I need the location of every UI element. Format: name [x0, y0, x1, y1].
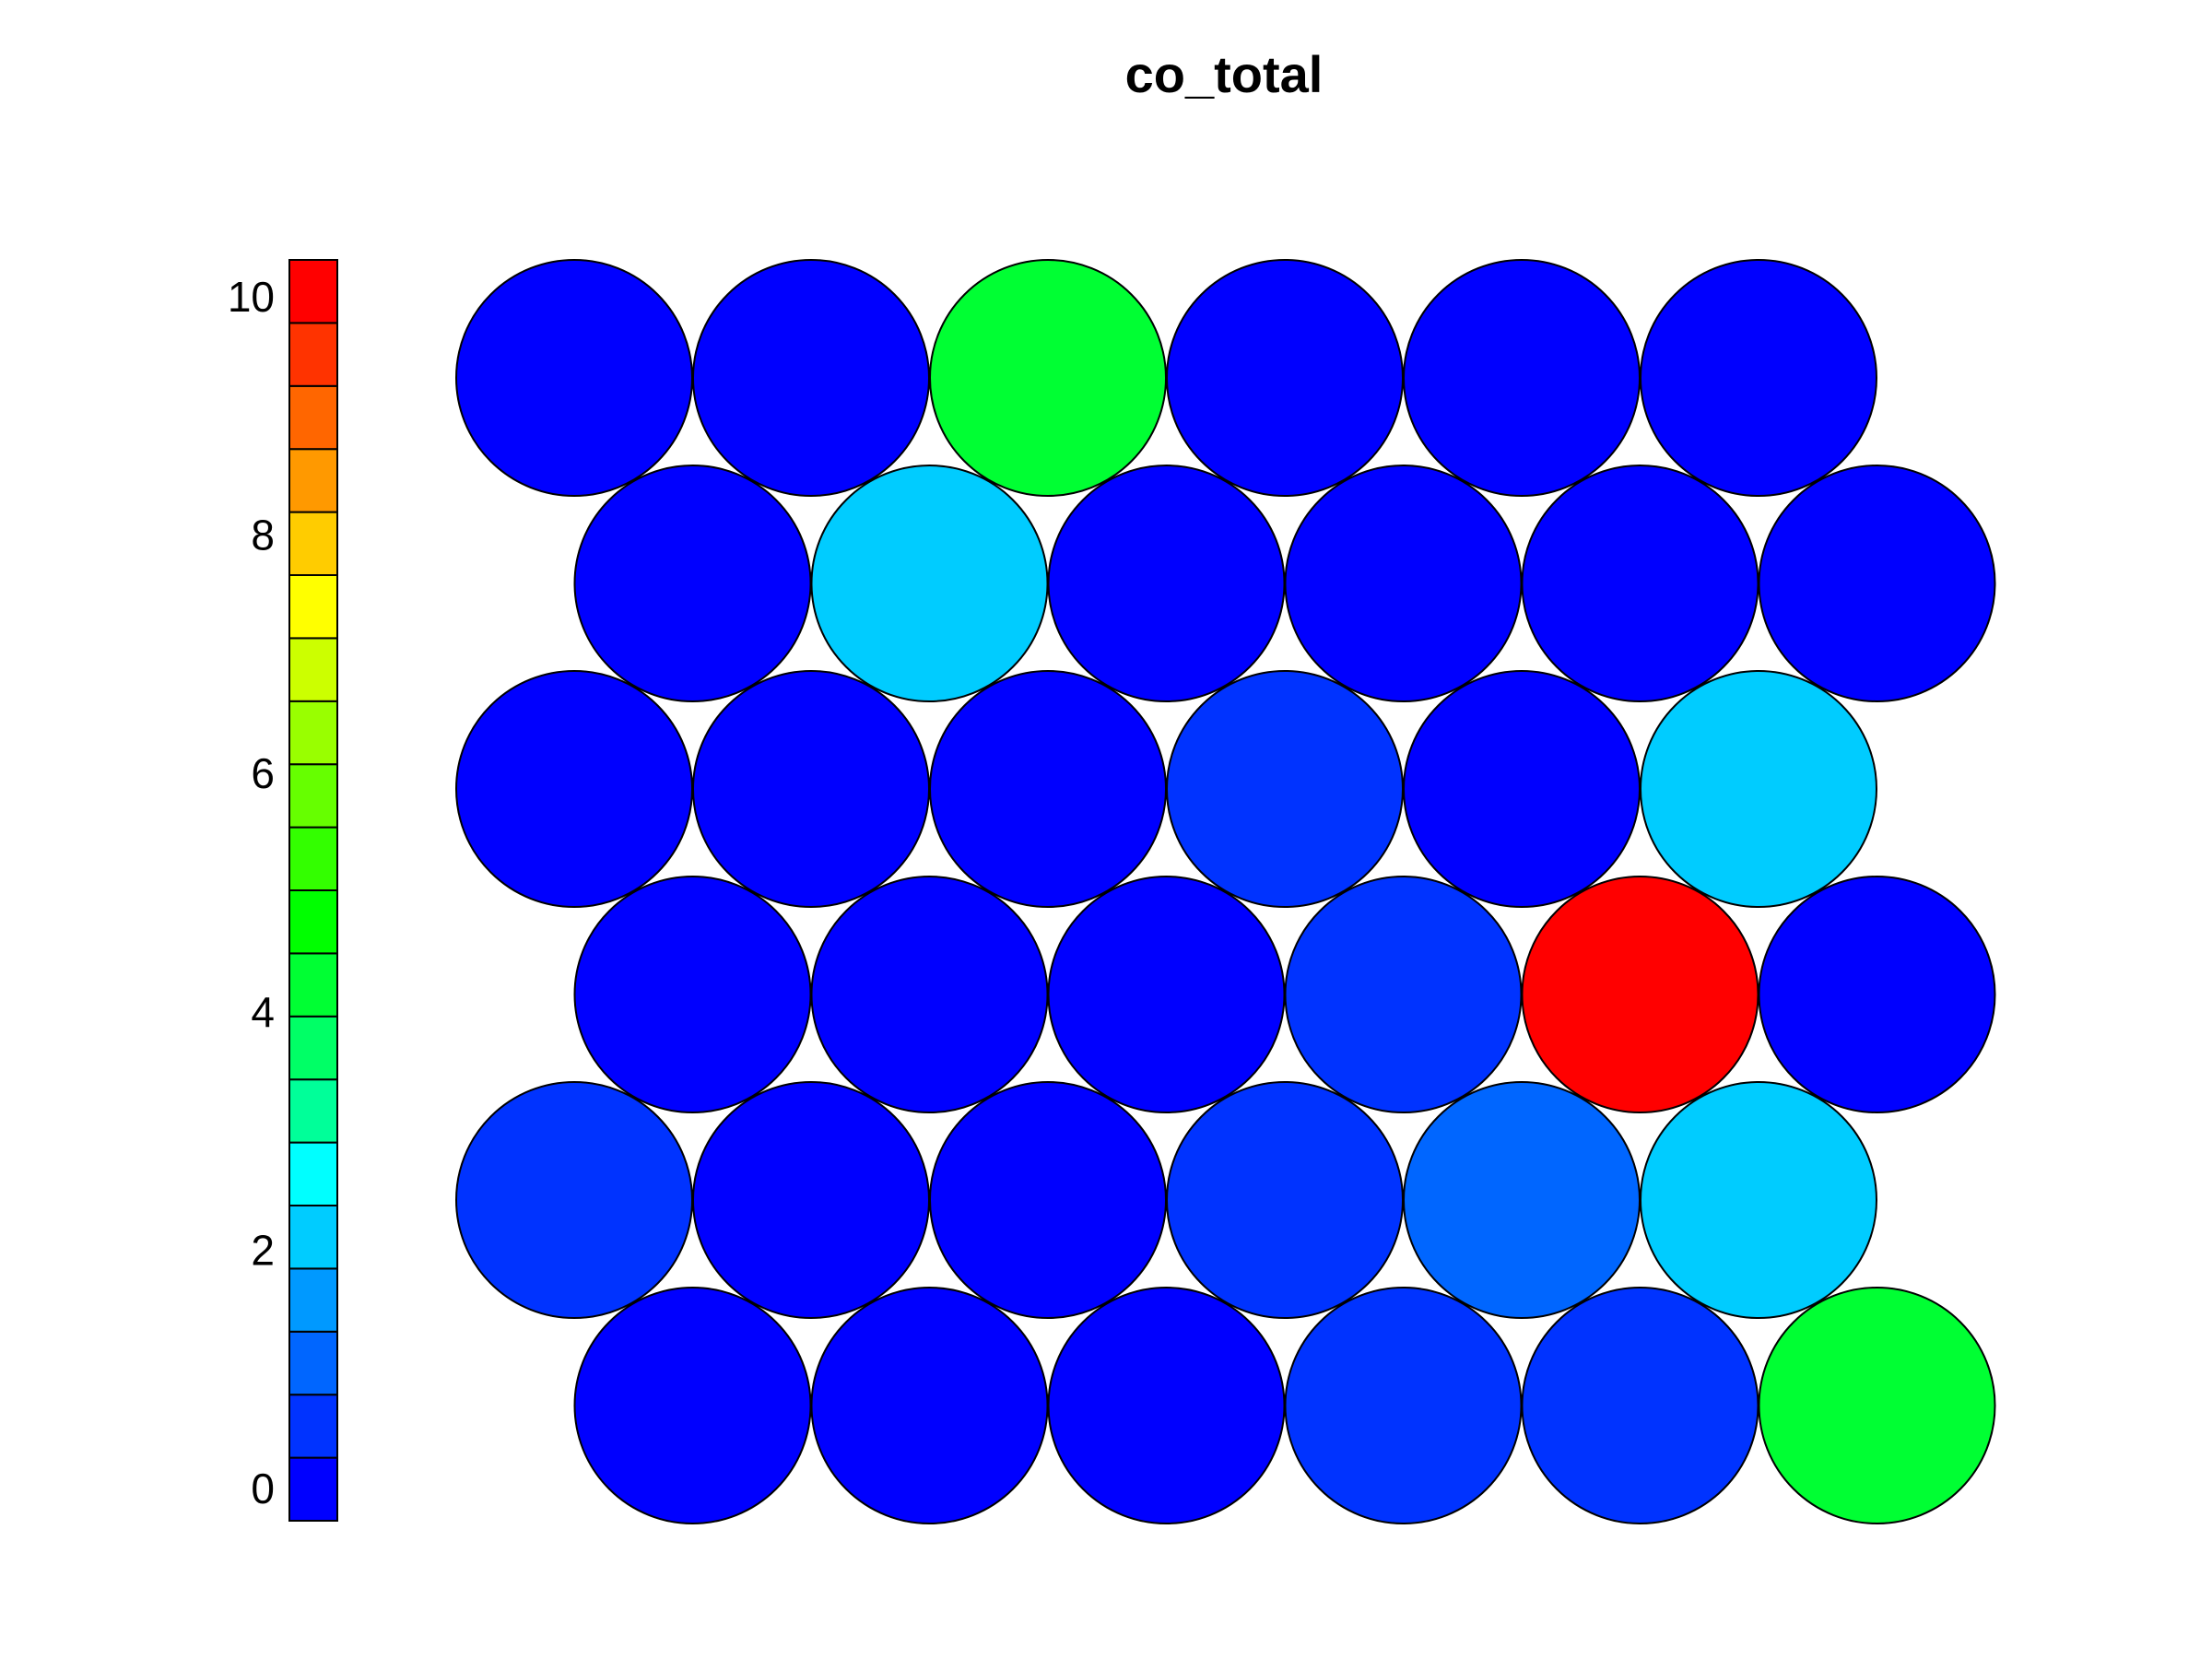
color-scale-swatch [288, 1456, 338, 1522]
color-scale-tick-label: 8 [251, 512, 275, 559]
color-scale-swatch [288, 1015, 338, 1081]
color-scale-swatch [288, 1205, 338, 1270]
som-node [1403, 259, 1641, 497]
som-node [1166, 259, 1404, 497]
som-node [1640, 670, 1877, 908]
chart-title: co_total [1125, 45, 1324, 103]
som-node [692, 259, 930, 497]
color-scale-swatch [288, 259, 338, 324]
color-scale-tick-label: 6 [251, 749, 275, 797]
som-node [929, 259, 1167, 497]
som-node [810, 465, 1049, 702]
color-scale-swatch [288, 384, 338, 451]
som-node [1403, 1081, 1641, 1319]
color-scale-swatch [288, 763, 338, 829]
color-scale-swatch [288, 322, 338, 387]
color-scale-swatch [288, 448, 338, 513]
som-node [1047, 465, 1286, 702]
color-scale-tick-label: 0 [251, 1465, 275, 1512]
color-scale-swatch [288, 1330, 338, 1396]
som-node [573, 876, 812, 1113]
som-node [810, 1287, 1049, 1524]
som-node [455, 259, 693, 497]
color-scale-swatch [288, 511, 338, 576]
color-scale-tick-label: 2 [251, 1226, 275, 1274]
color-scale-legend [288, 259, 338, 1522]
som-node [1284, 1287, 1523, 1524]
som-node [929, 670, 1167, 908]
color-scale-swatch [288, 1078, 338, 1144]
color-scale-swatch [288, 826, 338, 891]
som-node [1758, 876, 1996, 1113]
color-scale-swatch [288, 1394, 338, 1459]
color-scale-swatch [288, 1267, 338, 1333]
som-node [1521, 1287, 1759, 1524]
color-scale-swatch [288, 574, 338, 640]
som-node [1521, 876, 1759, 1113]
som-node [573, 1287, 812, 1524]
som-node [1403, 670, 1641, 908]
som-node [573, 465, 812, 702]
som-node [455, 1081, 693, 1319]
color-scale-tick-label: 4 [251, 988, 275, 1036]
som-node [1166, 1081, 1404, 1319]
som-node [692, 1081, 930, 1319]
som-node [1284, 465, 1523, 702]
color-scale-tick-label: 10 [228, 273, 275, 321]
som-node [1640, 1081, 1877, 1319]
som-node [1758, 1287, 1996, 1524]
som-node [692, 670, 930, 908]
color-scale-swatch [288, 700, 338, 766]
color-scale-swatch [288, 1141, 338, 1206]
som-node-grid [455, 259, 1996, 1524]
som-node [1047, 876, 1286, 1113]
som-node [1521, 465, 1759, 702]
som-node [455, 670, 693, 908]
som-node [1166, 670, 1404, 908]
color-scale-ticks: 0 2 4 6 8 10 [228, 273, 275, 1512]
som-node [1758, 465, 1996, 702]
som-node [1640, 259, 1877, 497]
color-scale-swatch [288, 952, 338, 1018]
som-node [1284, 876, 1523, 1113]
som-node [929, 1081, 1167, 1319]
color-scale-swatch [288, 889, 338, 955]
color-scale-swatch [288, 637, 338, 702]
som-node [1047, 1287, 1286, 1524]
som-node [810, 876, 1049, 1113]
